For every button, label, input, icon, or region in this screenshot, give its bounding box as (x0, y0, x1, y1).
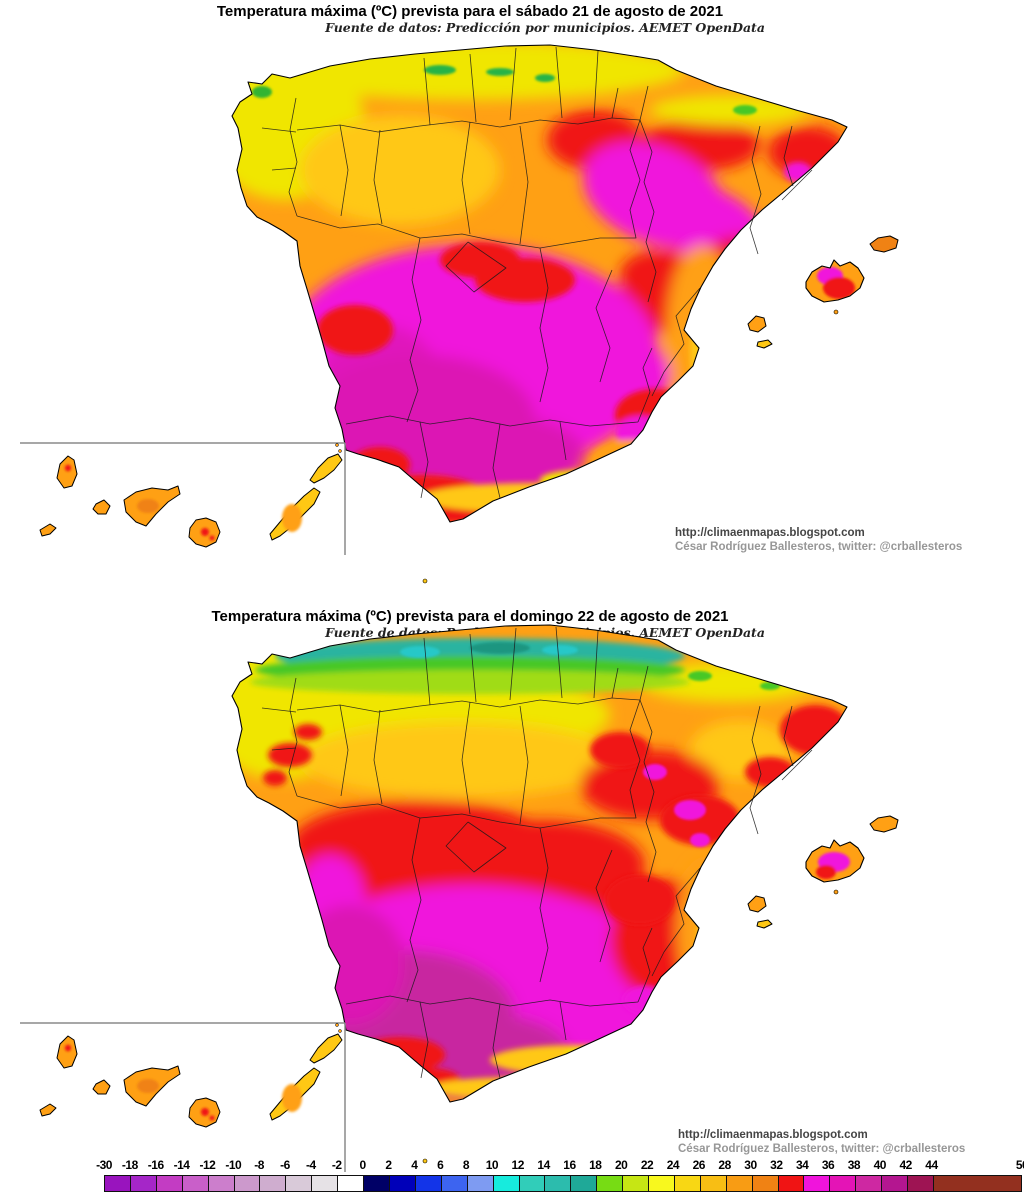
colorbar-tick-label: -18 (121, 1158, 138, 1172)
colorbar-tick-label: 30 (744, 1158, 757, 1172)
colorbar-tick-label: 10 (485, 1158, 499, 1172)
colorbar-segment (804, 1176, 831, 1191)
colorbar-tick-label: 28 (718, 1158, 731, 1172)
colorbar-tick-label: 50 (1015, 1158, 1024, 1172)
canary-islands-inset (20, 442, 428, 584)
colorbar-tick-label: 38 (847, 1158, 861, 1172)
credit-url: http://climaenmapas.blogspot.com (675, 527, 865, 539)
colorbar-segment (519, 1176, 546, 1191)
colorbar-tick-label: -10 (225, 1158, 242, 1172)
colorbar-segment (778, 1176, 805, 1191)
colorbar-segment (623, 1176, 650, 1191)
inset-box (20, 442, 346, 555)
colorbar-tick-label: 8 (462, 1158, 470, 1172)
colorbar-segment (130, 1176, 157, 1191)
temperature-field (232, 630, 847, 1099)
colorbar-segment (105, 1176, 131, 1191)
colorbar-segment (234, 1176, 261, 1191)
colorbar-tick-label: -16 (147, 1158, 164, 1172)
map-title: Temperatura máxima (ºC) prevista para el… (211, 608, 729, 625)
colorbar-segment (597, 1176, 624, 1191)
balearic-islands (747, 815, 899, 929)
credits: http://climaenmapas.blogspot.com César R… (678, 1129, 965, 1156)
colorbar-tick-label: -4 (306, 1158, 316, 1172)
colorbar-segment (312, 1176, 339, 1191)
colorbar-segment (830, 1176, 857, 1191)
credit-author: César Rodríguez Ballesteros, twitter: @c… (675, 540, 963, 553)
colorbar-segment (545, 1176, 572, 1191)
colorbar-tick-label: -6 (280, 1158, 290, 1172)
colorbar-segment (364, 1176, 390, 1191)
colorbar-tick-label: -8 (254, 1158, 264, 1172)
canary-islands-inset (20, 1022, 428, 1172)
colorbar-segment (882, 1176, 909, 1191)
colorbar-tick-label: -30 (96, 1158, 112, 1172)
colorbar-tick-label: 4 (411, 1158, 418, 1172)
colorbar-segment (286, 1176, 313, 1191)
alboran-island (422, 578, 428, 584)
colorbar-cells (104, 1175, 1022, 1192)
colorbar-tick-label: 12 (511, 1158, 525, 1172)
colorbar-segment (182, 1176, 209, 1191)
colorbar-tick-label: 20 (614, 1158, 628, 1172)
colorbar-segment (467, 1176, 494, 1191)
colorbar-segment (726, 1176, 753, 1191)
colorbar-tick-label: 14 (537, 1158, 550, 1172)
colorbar-segment (389, 1176, 416, 1191)
colorbar-segment (649, 1176, 675, 1191)
colorbar-segment (752, 1176, 779, 1191)
iberian-peninsula (231, 624, 848, 1103)
colorbar-tick-label: 32 (770, 1158, 783, 1172)
colorbar-segment (700, 1176, 727, 1191)
credit-url: http://climaenmapas.blogspot.com (678, 1129, 868, 1141)
colorbar-segment (493, 1176, 520, 1191)
colorbar-segment (908, 1176, 934, 1191)
colorbar-tick-label: -12 (199, 1158, 216, 1172)
colorbar-tick-label: 22 (640, 1158, 654, 1172)
colorbar-tick-label: 2 (385, 1158, 392, 1172)
colorbar-segment (338, 1176, 365, 1191)
inset-box (20, 1022, 346, 1172)
colorbar-segment (934, 1176, 1022, 1191)
spain-temperature-map-saturday (20, 44, 899, 584)
map-title: Temperatura máxima (ºC) prevista para el… (216, 3, 724, 20)
temperature-field (232, 45, 847, 522)
colorbar-segment (571, 1176, 598, 1191)
colorbar-tick-labels: -30 -18 -16 -14 -12 -10 -8 -6 -4 -2 0 2 4 6 8 10 12 14 16 1… (96, 1158, 1024, 1173)
colorbar-segment (260, 1176, 287, 1191)
colorbar-tick-label: -14 (173, 1158, 190, 1172)
colorbar-segment (674, 1176, 701, 1191)
colorbar-tick-label: 0 (359, 1158, 366, 1172)
temperature-colorbar: -30 -18 -16 -14 -12 -10 -8 -6 -4 -2 0 2 4 6 8 10 12 14 16 1… (96, 1158, 1024, 1198)
colorbar-tick-label: 26 (692, 1158, 706, 1172)
colorbar-segment (156, 1176, 183, 1191)
credits: http://climaenmapas.blogspot.com César R… (675, 527, 962, 554)
colorbar-tick-label: 44 (925, 1158, 938, 1172)
alboran-island (422, 1158, 428, 1164)
colorbar-tick-label: 6 (437, 1158, 444, 1172)
colorbar-tick-label: 34 (796, 1158, 809, 1172)
iberian-peninsula (231, 44, 848, 523)
colorbar-tick-label: 42 (899, 1158, 912, 1172)
colorbar-tick-label: 24 (666, 1158, 680, 1172)
credit-author: César Rodríguez Ballesteros, twitter: @c… (678, 1142, 966, 1155)
balearic-islands (747, 235, 899, 349)
colorbar-segment (208, 1176, 235, 1191)
map-subtitle: Fuente de datos: Predicción por municipi… (325, 20, 765, 35)
colorbar-tick-label: 40 (873, 1158, 887, 1172)
colorbar-segment (856, 1176, 883, 1191)
colorbar-tick-label: 16 (563, 1158, 576, 1172)
colorbar-segment (415, 1176, 442, 1191)
spain-temperature-map-sunday (20, 624, 899, 1172)
colorbar-tick-label: -2 (331, 1158, 342, 1172)
colorbar-segment (441, 1176, 468, 1191)
colorbar-tick-label: 36 (821, 1158, 835, 1172)
colorbar-tick-label: 18 (589, 1158, 602, 1172)
